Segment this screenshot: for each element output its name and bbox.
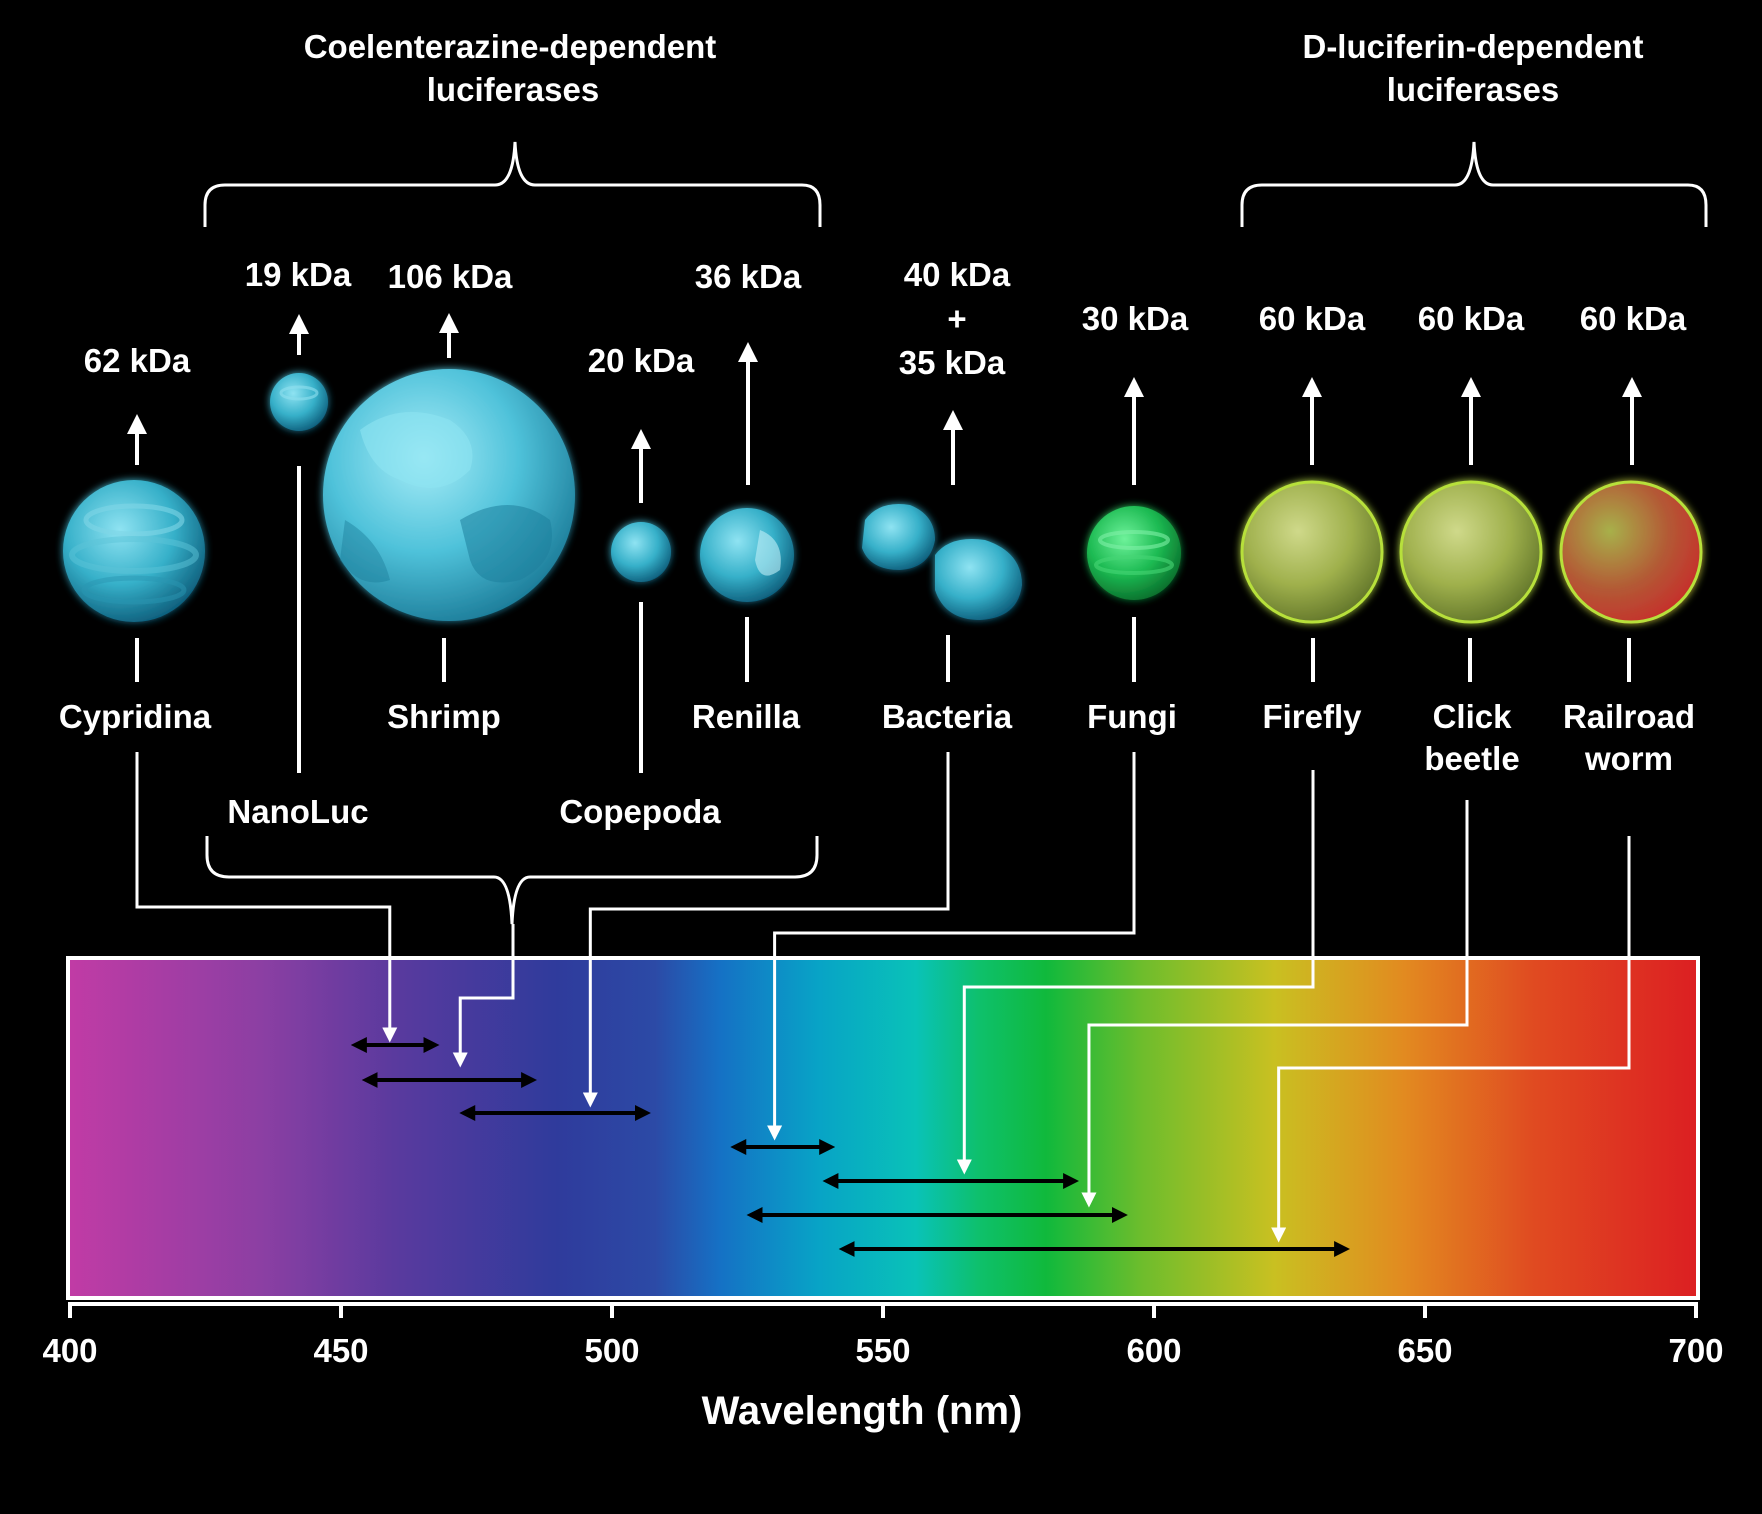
copepoda-mass: 20 kDa — [588, 342, 695, 379]
dluciferin-top-brace — [1240, 141, 1708, 227]
cypridina-label: Cypridina — [59, 698, 212, 735]
nanoluc-sphere — [270, 373, 328, 431]
axis-tick-label: 600 — [1126, 1332, 1181, 1369]
fungi-sphere — [1087, 506, 1181, 600]
fungi-label: Fungi — [1087, 698, 1177, 735]
dluciferin-group-title: D-luciferin-dependent — [1302, 28, 1643, 65]
railroad-worm-sphere — [1559, 480, 1703, 624]
firefly-label: Firefly — [1262, 698, 1362, 735]
axis-tick-label: 650 — [1397, 1332, 1452, 1369]
spectrum-connector-arrow — [767, 752, 1136, 1141]
spectrum-connector-arrow — [1271, 836, 1631, 1243]
cypridina-sphere — [63, 480, 205, 622]
renilla-mass: 36 kDa — [695, 258, 802, 295]
coelenterazine-bottom-brace — [205, 836, 819, 925]
spectrum-connector-arrow — [452, 924, 515, 1068]
coelenterazine-group-subtitle: luciferases — [427, 71, 599, 108]
shrimp-sphere — [323, 369, 575, 621]
bacteria-mass-plus: + — [947, 300, 966, 337]
spectrum-connector-arrow — [135, 752, 398, 1043]
railroad-worm-label-2: worm — [1584, 740, 1673, 777]
fungi-mass: 30 kDa — [1082, 300, 1189, 337]
railroad-worm-mass: 60 kDa — [1580, 300, 1687, 337]
spectrum-connector-arrow — [1081, 800, 1469, 1208]
click-beetle-sphere — [1399, 480, 1543, 624]
wavelength-axis: 400 450 500 550 600 650 700 — [42, 1302, 1724, 1369]
emission-ranges — [350, 1037, 1351, 1257]
spectrum-connector-arrow — [956, 770, 1315, 1175]
spectrum-connector-arrow — [582, 752, 950, 1108]
mass-arrows — [127, 313, 1642, 503]
axis-tick-label: 450 — [313, 1332, 368, 1369]
click-beetle-label-1: Click — [1433, 698, 1513, 735]
firefly-sphere — [1240, 480, 1384, 624]
click-beetle-mass: 60 kDa — [1418, 300, 1525, 337]
axis-tick-label: 400 — [42, 1332, 97, 1369]
sphere-connectors — [135, 466, 1631, 773]
renilla-label: Renilla — [692, 698, 801, 735]
railroad-worm-label-1: Railroad — [1563, 698, 1695, 735]
bacteria-mass-2: 35 kDa — [899, 344, 1006, 381]
spectrum-connectors — [135, 752, 1631, 1243]
click-beetle-label-2: beetle — [1424, 740, 1519, 777]
shrimp-mass: 106 kDa — [388, 258, 513, 295]
nanoluc-mass: 19 kDa — [245, 256, 352, 293]
copepoda-sphere — [611, 522, 671, 582]
axis-tick-label: 500 — [584, 1332, 639, 1369]
renilla-sphere — [700, 508, 794, 602]
nanoluc-label: NanoLuc — [227, 793, 368, 830]
axis-label: Wavelength (nm) — [702, 1389, 1023, 1433]
cypridina-mass: 62 kDa — [84, 342, 191, 379]
bacteria-mass-1: 40 kDa — [904, 256, 1011, 293]
bacteria-sphere-1 — [862, 504, 935, 570]
shrimp-label: Shrimp — [387, 698, 501, 735]
dluciferin-group-subtitle: luciferases — [1387, 71, 1559, 108]
coelenterazine-group-title: Coelenterazine-dependent — [304, 28, 717, 65]
copepoda-label: Copepoda — [559, 793, 721, 830]
axis-tick-label: 550 — [855, 1332, 910, 1369]
bacteria-sphere-2 — [935, 539, 1022, 620]
firefly-mass: 60 kDa — [1259, 300, 1366, 337]
coelenterazine-top-brace — [203, 141, 822, 227]
axis-tick-label: 700 — [1668, 1332, 1723, 1369]
bacteria-label: Bacteria — [882, 698, 1013, 735]
